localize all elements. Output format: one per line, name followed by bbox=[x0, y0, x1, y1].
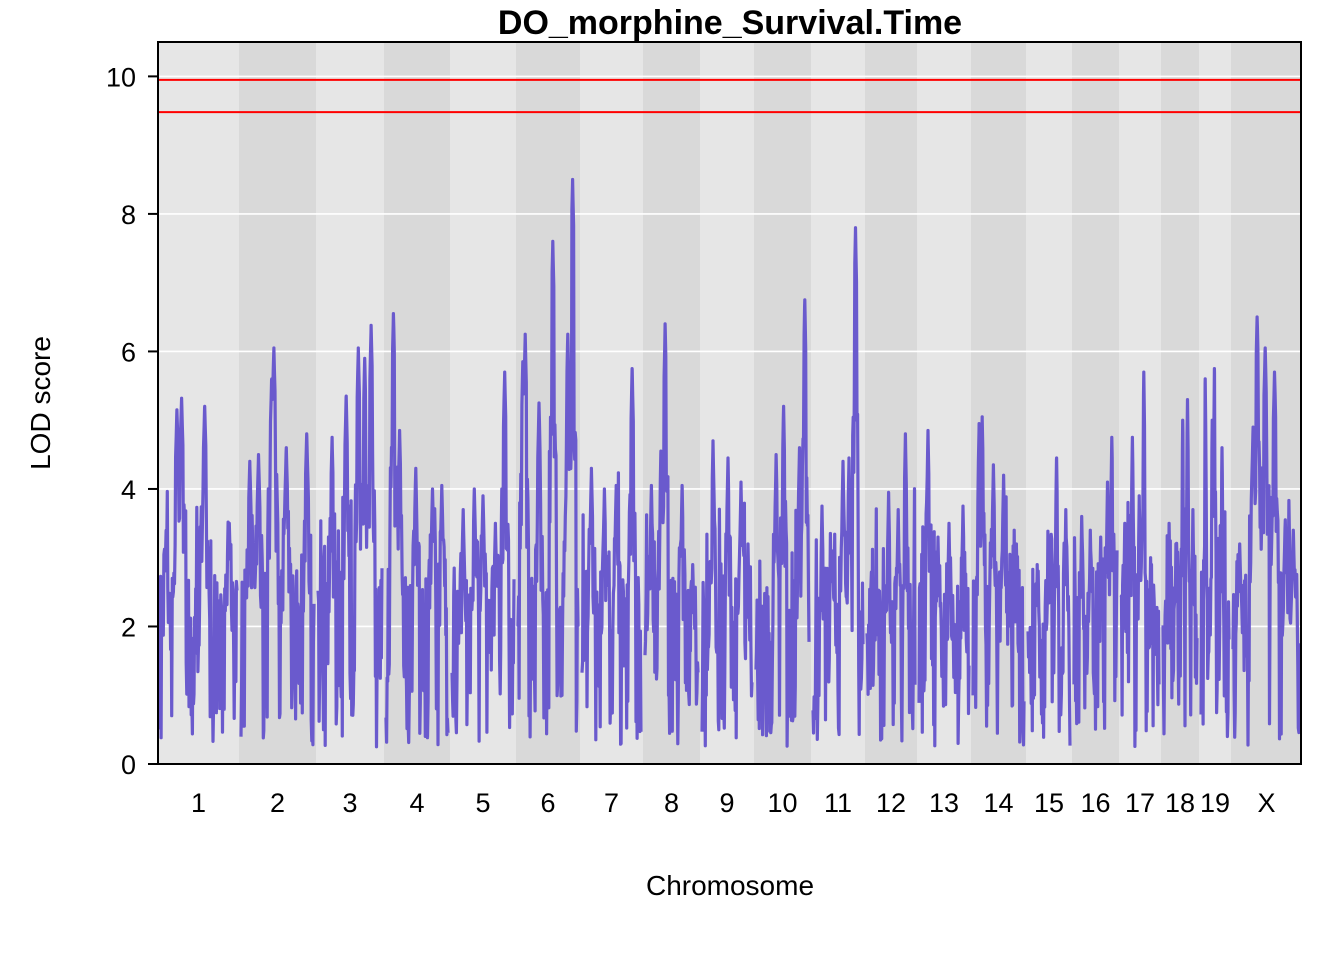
lod-trace-chr-10 bbox=[754, 298, 811, 748]
y-axis-label: LOD score bbox=[25, 336, 56, 470]
x-tick-label-13: 13 bbox=[929, 788, 959, 818]
lod-trace-chr-11 bbox=[811, 226, 865, 741]
lod-trace-chr-13 bbox=[917, 428, 971, 748]
lod-trace-chr-7 bbox=[580, 367, 643, 746]
chart-title: DO_morphine_Survival.Time bbox=[498, 4, 962, 42]
x-tick-label-15: 15 bbox=[1034, 788, 1064, 818]
x-tick-label-12: 12 bbox=[876, 788, 906, 818]
lod-series bbox=[158, 177, 1302, 749]
lod-trace-chr-X bbox=[1231, 315, 1302, 747]
x-tick-label-8: 8 bbox=[664, 788, 679, 818]
x-tick-label-5: 5 bbox=[475, 788, 490, 818]
x-tick-label-3: 3 bbox=[342, 788, 357, 818]
x-tick-label-18: 18 bbox=[1165, 788, 1195, 818]
y-tick-label-2: 2 bbox=[121, 612, 136, 642]
chromosome-band-2 bbox=[239, 42, 316, 764]
y-tick-label-6: 6 bbox=[121, 337, 136, 367]
lod-trace-chr-19 bbox=[1199, 367, 1231, 739]
lod-trace-chr-15 bbox=[1026, 456, 1072, 746]
y-tick-label-8: 8 bbox=[121, 200, 136, 230]
x-tick-label-19: 19 bbox=[1200, 788, 1230, 818]
x-tick-label-11: 11 bbox=[824, 788, 852, 818]
x-tick-label-9: 9 bbox=[719, 788, 734, 818]
lod-trace-chr-5 bbox=[450, 370, 516, 743]
x-axis: 1 2 3 4 5 6 7 8 9 10 11 12 13 14 15 16 17 18 19 X bbox=[191, 788, 1276, 818]
lod-trace-chr-9 bbox=[700, 439, 754, 748]
lod-trace-chr-4 bbox=[384, 312, 450, 747]
y-tick-label-4: 4 bbox=[121, 475, 136, 505]
y-tick-label-10: 10 bbox=[106, 62, 136, 92]
x-tick-label-X: X bbox=[1257, 788, 1275, 818]
x-tick-label-16: 16 bbox=[1080, 788, 1110, 818]
x-tick-label-17: 17 bbox=[1125, 788, 1155, 818]
x-tick-label-14: 14 bbox=[983, 788, 1013, 818]
x-tick-label-7: 7 bbox=[604, 788, 619, 818]
x-tick-label-2: 2 bbox=[270, 788, 285, 818]
x-tick-label-10: 10 bbox=[767, 788, 797, 818]
x-axis-label: Chromosome bbox=[646, 870, 814, 901]
x-tick-label-6: 6 bbox=[540, 788, 555, 818]
lod-trace-chr-12 bbox=[865, 432, 917, 743]
x-tick-label-4: 4 bbox=[409, 788, 424, 818]
lod-trace-chr-16 bbox=[1072, 435, 1119, 731]
lod-trace-chr-2 bbox=[239, 346, 316, 747]
plot-frame bbox=[157, 41, 1302, 765]
lod-trace-chr-14 bbox=[971, 415, 1026, 747]
lod-trace-chr-3 bbox=[316, 323, 384, 749]
lod-trace-chr-1 bbox=[158, 396, 239, 743]
lod-trace-chr-6 bbox=[516, 177, 580, 739]
threshold-lines bbox=[158, 78, 1301, 114]
lod-trace-chr-17 bbox=[1119, 370, 1161, 748]
x-tick-label-1: 1 bbox=[191, 788, 206, 818]
y-axis: 0 2 4 6 8 10 bbox=[106, 62, 158, 780]
lod-trace-chr-18 bbox=[1161, 398, 1199, 736]
lod-trace-chr-8 bbox=[643, 322, 700, 746]
y-tick-label-0: 0 bbox=[121, 750, 136, 780]
